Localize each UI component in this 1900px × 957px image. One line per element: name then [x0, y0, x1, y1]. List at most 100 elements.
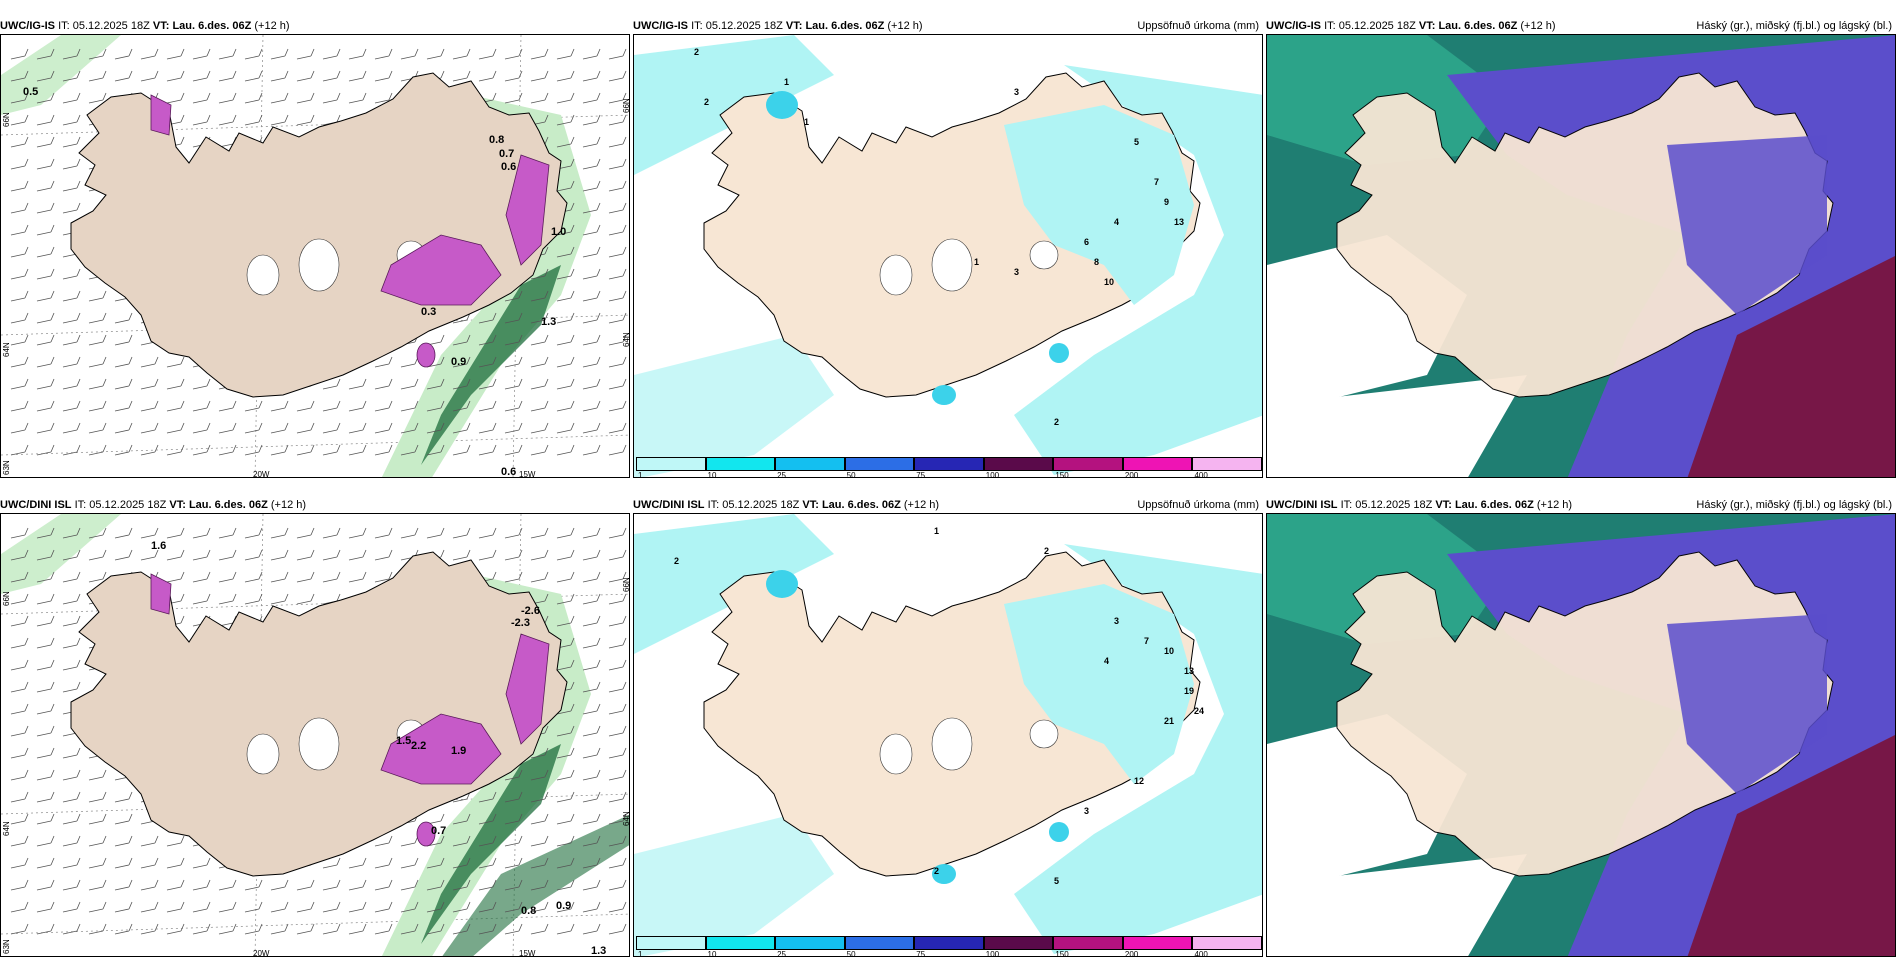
lead-time: (+12 h): [270, 499, 307, 511]
map-canvas: [1267, 514, 1895, 956]
wind-value-label: 0.7: [499, 148, 514, 160]
colorbar-tick: 50: [846, 471, 856, 478]
model-name: UWC/DINI ISL: [633, 499, 705, 511]
colorbar-tick: 400: [1194, 950, 1208, 957]
colorbar-segment: [1053, 936, 1123, 950]
colorbar-segment: [844, 936, 915, 950]
colorbar-segment: [844, 457, 915, 471]
valid-time: Lau. 6.des. 06Z: [188, 499, 268, 511]
panel-header: UWC/DINI ISL IT: 05.12.2025 18Z VT: Lau.…: [633, 497, 1263, 513]
wind-value-label: 0.5: [23, 86, 38, 98]
precip-value-label: 9: [1164, 197, 1169, 207]
cloud-overlay: [1667, 614, 1827, 794]
precip-value-label: 21: [1164, 716, 1174, 726]
model-name: UWC/IG-IS: [633, 20, 688, 32]
wind-value-label: 1.6: [151, 540, 166, 552]
panel-header: UWC/IG-IS IT: 05.12.2025 18Z VT: Lau. 6.…: [0, 18, 630, 34]
colorbar-tick: 1: [638, 471, 643, 478]
precip-colorbar: 1 10 25 50 75 100 150 200 400: [636, 457, 1262, 478]
precip-value-label: 2: [694, 47, 699, 57]
vt-label: VT:: [1418, 20, 1436, 32]
precip-value-label: 3: [1014, 87, 1019, 97]
it-label: IT:: [74, 499, 87, 511]
glaciers: [879, 717, 1059, 775]
axis-label: 64N: [2, 342, 11, 357]
panel-cloud-igis: UWC/IG-IS IT: 05.12.2025 18Z VT: Lau. 6.…: [1266, 18, 1896, 478]
colorbar-tick: 10: [707, 950, 717, 957]
precip-value-label: 7: [1154, 177, 1159, 187]
map-canvas: 0.50.80.70.60.30.90.61.31.066N66N64N64N6…: [1, 35, 630, 477]
panel-header: UWC/IG-IS IT: 05.12.2025 18Z VT: Lau. 6.…: [633, 18, 1263, 34]
colorbar-segment: [636, 936, 706, 950]
colorbar-segment: [705, 936, 776, 950]
vt-label: VT:: [152, 20, 170, 32]
precip-value-label: 1: [974, 257, 979, 267]
map-frame: 1.6 -2.6 -2.3 1.5 2.2 1.9 0.7 0.8 0.9 1.3 66N 66N 64…: [0, 513, 630, 957]
precip-value-label: 3: [1114, 616, 1119, 626]
colorbar-segment: [1122, 457, 1193, 471]
init-time: 05.12.2025 18Z: [72, 20, 150, 32]
precip-value-label: 2: [1044, 546, 1049, 556]
colorbar-tick: 150: [1055, 471, 1069, 478]
init-time: 05.12.2025 18Z: [1338, 20, 1416, 32]
valid-time: Lau. 6.des. 06Z: [1454, 499, 1534, 511]
wind-value-label: -2.6: [521, 605, 540, 617]
precip-value-label: 1: [934, 526, 939, 536]
colorbar-segment: [636, 457, 706, 471]
it-label: IT:: [1324, 20, 1336, 32]
colorbar-tick: 1: [638, 950, 643, 957]
map-frame: 2 2 1 1 3 5 7 9 13 4 6 8 10 3 1 2 1 10 25 50 75 100 150 200 400: [633, 34, 1263, 478]
colorbar-tick: 200: [1124, 471, 1139, 478]
axis-label: 64N: [622, 811, 630, 826]
precip-value-label: 4: [1114, 217, 1119, 227]
valid-time: Lau. 6.des. 06Z: [821, 499, 901, 511]
valid-time: Lau. 6.des. 06Z: [805, 20, 885, 32]
panel-header: UWC/DINI ISL IT: 05.12.2025 18Z VT: Lau.…: [0, 497, 630, 513]
lead-time: (+12 h): [903, 499, 940, 511]
vt-label: VT:: [169, 499, 186, 511]
wind-value-label: 1.3: [591, 945, 606, 957]
precip-value-label: 3: [1084, 806, 1089, 816]
colorbar-tick: 75: [916, 950, 926, 957]
panel-header: UWC/DINI ISL IT: 05.12.2025 18Z VT: Lau.…: [1266, 497, 1896, 513]
field-title: Uppsöfnuð úrkoma (mm): [1137, 20, 1259, 32]
it-label: IT:: [691, 20, 703, 32]
precip-value-label: 4: [1104, 656, 1109, 666]
axis-label: 66N: [622, 577, 630, 592]
glaciers: [879, 238, 1059, 296]
axis-label: 63N: [2, 939, 11, 954]
precip-value-label: 12: [1134, 776, 1144, 786]
map-frame: [1266, 34, 1896, 478]
axis-label: 66N: [2, 112, 11, 127]
field-title: Háský (gr.), miðský (fj.bl.) og lágský (…: [1696, 20, 1892, 32]
panel-wind-igis: UWC/IG-IS IT: 05.12.2025 18Z VT: Lau. 6.…: [0, 18, 630, 478]
colorbar-segment: [914, 457, 984, 471]
colorbar-tick: 200: [1124, 950, 1139, 957]
panel-precip-dini: UWC/DINI ISL IT: 05.12.2025 18Z VT: Lau.…: [633, 497, 1263, 957]
axis-label: 63N: [2, 460, 11, 475]
panel-header: UWC/IG-IS IT: 05.12.2025 18Z VT: Lau. 6.…: [1266, 18, 1896, 34]
precip-value-label: 2: [934, 866, 939, 876]
precip-value-label: 1: [804, 117, 809, 127]
precip-value-label: 6: [1084, 237, 1089, 247]
axis-label: 20W: [253, 949, 270, 957]
vt-label: VT:: [802, 499, 819, 511]
model-name: UWC/DINI ISL: [1266, 499, 1338, 511]
colorbar-segment: [1192, 936, 1262, 950]
init-time: 05.12.2025 18Z: [722, 499, 800, 511]
wind-value-label: 1.0: [551, 226, 566, 238]
colorbar-segment: [983, 457, 1054, 471]
land-precip-shading: [766, 91, 1194, 405]
lead-time: (+12 h): [1520, 20, 1556, 32]
map-canvas: [1267, 35, 1895, 477]
vt-label: VT:: [785, 20, 803, 32]
map-frame: 0.5 0.8 0.7 0.6 0.3 0.9 0.6 1.3 1.0 66N 66N 64N 64N 6…: [0, 34, 630, 478]
map-frame: 2 1 2 3 4 7 10 13 19 24 21 12 3 5 2 1 10 25 50 75 100 150 200 4…: [633, 513, 1263, 957]
wind-value-label: 0.8: [489, 134, 504, 146]
model-name: UWC/IG-IS: [0, 20, 55, 32]
axis-label: 64N: [622, 332, 630, 347]
colorbar-tick: 25: [777, 950, 787, 957]
init-time: 05.12.2025 18Z: [89, 499, 167, 511]
precip-value-label: 2: [704, 97, 709, 107]
